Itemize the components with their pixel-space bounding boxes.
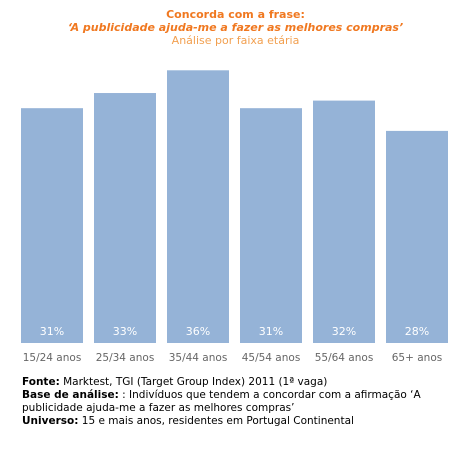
bar-6 — [386, 130, 448, 343]
bar-1 — [21, 108, 83, 343]
chart-title-quote: ‘A publicidade ajuda-me a fazer as melho… — [67, 21, 404, 34]
universe-label: Universo: — [22, 415, 79, 427]
data-label-6: 28% — [405, 325, 429, 338]
chart-subtitle: Análise por faixa etária — [171, 34, 300, 47]
footnotes: Fonte: Marktest, TGI (Target Group Index… — [22, 376, 462, 428]
x-tick-label-3: 35/44 anos — [169, 352, 228, 364]
universe-text: 15 e mais anos, residentes em Portugal C… — [78, 415, 354, 427]
x-tick-label-2: 25/34 anos — [96, 352, 155, 364]
data-label-1: 31% — [40, 325, 64, 338]
chart-title: Concorda com a frase: — [166, 8, 305, 21]
data-label-5: 32% — [332, 325, 356, 338]
x-tick-label-4: 45/54 anos — [242, 352, 301, 364]
bar-2 — [94, 93, 156, 344]
source-note: Fonte: Marktest, TGI (Target Group Index… — [22, 376, 462, 389]
source-label: Fonte: — [22, 376, 60, 388]
data-label-3: 36% — [186, 325, 210, 338]
source-text: Marktest, TGI (Target Group Index) 2011 … — [59, 376, 328, 388]
x-tick-label-1: 15/24 anos — [23, 352, 82, 364]
x-tick-label-6: 65+ anos — [392, 352, 442, 364]
universe-note: Universo: 15 e mais anos, residentes em … — [22, 415, 462, 428]
bar-5 — [313, 100, 375, 343]
base-label: Base de análise: — [22, 389, 119, 401]
bar-3 — [167, 70, 229, 344]
chart-title-block: Concorda com a frase: ‘A publicidade aju… — [0, 8, 471, 47]
base-text: : Indivíduos que tendem a concordar com … — [22, 389, 421, 414]
bar-4 — [240, 108, 302, 343]
data-label-4: 31% — [259, 325, 283, 338]
base-note: Base de análise: : Indivíduos que tendem… — [22, 389, 462, 415]
bar-chart: 31% 15/24 anos 33% 25/34 anos 36% 35/44 anos 3… — [21, 70, 448, 364]
x-tick-label-5: 55/64 anos — [315, 352, 374, 364]
data-label-2: 33% — [113, 325, 137, 338]
